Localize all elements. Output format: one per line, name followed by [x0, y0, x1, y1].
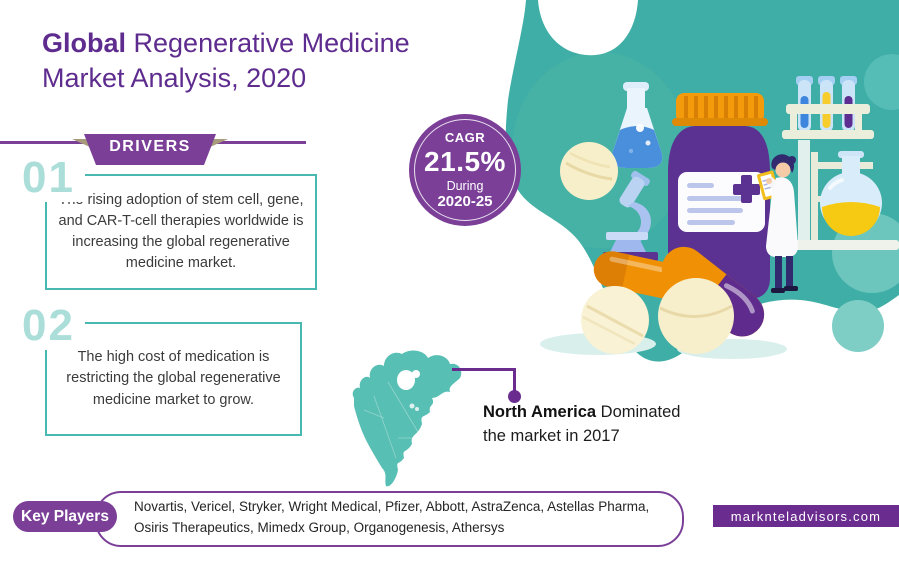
website-bar[interactable]: marknteladvisors.com	[713, 505, 899, 527]
map-water-notch	[412, 370, 420, 378]
region-line1: North America Dominated	[483, 401, 680, 425]
great-lakes	[409, 403, 415, 409]
drivers-ribbon	[72, 134, 228, 165]
key-players-line1: Novartis, Vericel, Stryker, Wright Medic…	[134, 499, 650, 514]
callout-line-vertical	[513, 368, 516, 393]
title-line1: Global Regenerative Medicine	[42, 26, 410, 61]
title-bold-word: Global	[42, 28, 127, 58]
driver-1-box: The rising adoption of stem cell, gene, …	[45, 174, 317, 290]
hudson-bay	[397, 370, 415, 390]
title-line2: Market Analysis, 2020	[42, 62, 307, 93]
page-title: Global Regenerative Medicine Market Anal…	[42, 26, 410, 95]
driver-2-number: 02	[22, 304, 85, 350]
region-line2: the market in 2017	[483, 426, 620, 445]
lab-illustration	[505, 0, 899, 362]
test-tube-rack-icon	[782, 76, 874, 139]
scientist-icon	[757, 140, 810, 293]
blob-light-circle-3	[832, 300, 884, 352]
title-line1-rest: Regenerative Medicine	[126, 28, 410, 58]
cagr-badge: CAGR 21.5% During 2020-25	[409, 114, 521, 226]
round-bottom-flask-icon	[820, 151, 882, 236]
erlenmeyer-flask-icon	[611, 82, 663, 168]
driver-2-text: The high cost of medication is restricti…	[66, 349, 281, 408]
website-url[interactable]: marknteladvisors.com	[730, 508, 882, 524]
key-players-line2: Osiris Therapeutics, Mimedx Group, Organ…	[134, 519, 505, 535]
cagr-period: 2020-25	[437, 193, 493, 210]
callout-line-horizontal	[452, 368, 516, 371]
cagr-during: During	[446, 179, 484, 193]
key-players-label: Key Players	[21, 507, 109, 525]
great-lakes	[415, 407, 419, 411]
region-callout: North America Dominated the market in 20…	[483, 401, 680, 449]
region-suffix: Dominated	[596, 403, 681, 421]
blob-light-circle-1	[864, 54, 899, 110]
cagr-label: CAGR	[444, 130, 486, 145]
driver-2-box: The high cost of medication is restricti…	[45, 322, 302, 436]
round-pill-small-icon	[560, 142, 618, 200]
key-players-list: Novartis, Vericel, Stryker, Wright Medic…	[134, 497, 672, 539]
drivers-heading: DRIVERS	[109, 138, 191, 155]
north-america-map-icon	[352, 350, 462, 487]
driver-1-text: The rising adoption of stem cell, gene, …	[58, 191, 304, 272]
callout-dot	[508, 390, 521, 403]
medical-cross-icon	[733, 175, 760, 203]
round-pill-right-icon	[658, 278, 734, 354]
ribbon-banner	[84, 134, 216, 165]
white-cloud-notch	[538, 0, 638, 56]
key-players-pill: Key Players	[13, 501, 117, 532]
map-state-lines	[363, 381, 419, 459]
region-name: North America	[483, 403, 597, 421]
map-landmass	[352, 350, 462, 487]
round-pill-left-icon	[581, 286, 649, 354]
driver-1-number: 01	[22, 156, 85, 202]
cagr-value: 21.5%	[424, 146, 506, 177]
